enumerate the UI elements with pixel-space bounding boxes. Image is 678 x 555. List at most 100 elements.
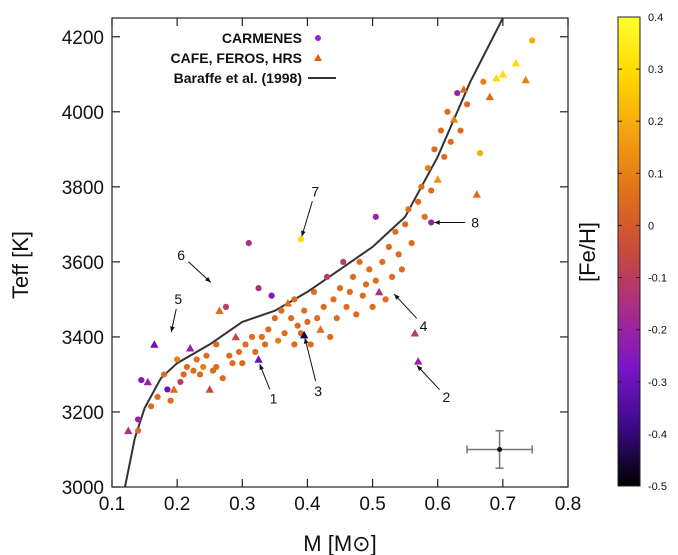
annotation-label-6: 6 (177, 247, 185, 263)
baraffe-model-line (124, 18, 504, 487)
colorbar-tick-label: -0.3 (648, 377, 667, 389)
annotation-arrowhead-2 (416, 365, 423, 372)
data-point-circle (245, 240, 252, 247)
data-point-circle (424, 164, 432, 172)
x-tick-label: 0.7 (490, 494, 516, 515)
data-point-circle (372, 277, 379, 284)
data-point-triangle (205, 385, 214, 393)
data-point-circle (147, 403, 155, 410)
data-point-circle (281, 330, 288, 337)
plot-background (112, 18, 568, 487)
data-point-circle (372, 213, 379, 220)
annotation-arrowhead-7 (301, 230, 306, 237)
data-point-circle (226, 352, 233, 359)
data-point-triangle (459, 85, 468, 93)
data-point-circle (408, 240, 415, 247)
annotation-label-2: 2 (442, 389, 450, 405)
data-point-circle (398, 266, 405, 273)
data-point-circle (454, 89, 461, 97)
data-point-circle (271, 315, 278, 322)
data-point-circle (297, 236, 305, 243)
data-point-triangle (231, 332, 240, 341)
data-point-circle (196, 371, 204, 378)
data-point-circle (307, 341, 314, 348)
colorbar-tick-label: 0.2 (648, 116, 663, 128)
data-point-circle (154, 393, 161, 401)
y-tick-label: 3200 (62, 403, 104, 424)
data-point-circle (291, 296, 298, 303)
data-point-circle (346, 288, 353, 295)
data-point-circle (294, 322, 301, 329)
data-point-circle (476, 149, 484, 157)
data-point-circle (239, 360, 246, 367)
data-point-circle (333, 315, 340, 322)
data-point-circle (323, 273, 331, 280)
data-point-circle (161, 371, 168, 378)
annotation-arrowhead-4 (394, 294, 400, 300)
data-point-circle (248, 333, 256, 341)
y-tick-label: 3400 (62, 328, 104, 349)
data-point-triangle (492, 73, 501, 82)
data-point-circle (265, 326, 272, 333)
data-point-circle (213, 363, 220, 371)
data-point-circle (310, 288, 318, 295)
data-point-circle (428, 187, 435, 194)
annotation-label-8: 8 (471, 214, 479, 230)
plot-area (112, 18, 568, 487)
data-point-circle (278, 307, 285, 314)
colorbar-tick-label: -0.1 (648, 273, 667, 285)
colorbar-tick-label: -0.5 (648, 481, 667, 493)
data-point-circle (222, 303, 230, 311)
legend-label-2: Baraffe et al. (1998) (174, 70, 302, 86)
data-point-circle (385, 243, 392, 250)
colorbar-tick-label: 0 (648, 220, 654, 232)
data-point-circle (252, 348, 259, 356)
colorbar: 0.4 0.3 0.2 0.1 0 -0.1 -0.2 -0.3 -0.4 -0.5 (617, 12, 667, 493)
data-point-circle (349, 273, 357, 280)
data-point-circle (242, 341, 249, 348)
annotation-label-4: 4 (420, 318, 428, 334)
data-point-circle (200, 363, 207, 371)
data-point-circle (235, 348, 243, 356)
y-tick-label: 3000 (62, 478, 104, 499)
annotation-label-5: 5 (174, 291, 182, 307)
data-point-circle (177, 378, 184, 386)
data-point-triangle (449, 115, 459, 123)
data-point-circle (480, 78, 487, 85)
x-tick-label: 0.6 (425, 494, 451, 515)
data-point-triangle (169, 385, 179, 393)
data-point-circle (193, 356, 200, 363)
data-point-triangle (254, 355, 263, 363)
data-point-circle (421, 213, 428, 220)
x-tick-label: 0.3 (229, 494, 255, 515)
data-point-circle (356, 258, 363, 265)
colorbar-tick-label: 0.4 (648, 12, 663, 24)
data-point-circle (379, 258, 386, 265)
data-point-circle (457, 127, 464, 134)
data-point-circle (441, 153, 448, 160)
data-point-circle (463, 101, 471, 108)
data-points (124, 37, 536, 435)
data-point-triangle (498, 70, 508, 78)
data-point-circle (301, 307, 308, 314)
data-point-circle (418, 183, 425, 190)
colorbar-title: [Fe/H] (575, 222, 600, 282)
colorbar-gradient (617, 16, 641, 487)
y-tick-label: 3600 (62, 253, 104, 274)
data-point-triangle (410, 328, 420, 337)
data-point-circle (340, 258, 347, 265)
legend-label-0: CARMENES (222, 30, 302, 46)
data-point-circle (304, 318, 311, 326)
data-point-triangle (299, 330, 309, 339)
data-point-circle (288, 315, 295, 322)
data-point-circle (134, 427, 142, 434)
data-point-circle (229, 360, 236, 367)
legend-marker-triangle (314, 54, 322, 61)
error-bar-center (497, 446, 503, 452)
annotation-label-3: 3 (314, 383, 322, 399)
data-point-circle (213, 341, 220, 348)
data-point-circle (275, 337, 282, 344)
data-point-circle (402, 221, 409, 228)
data-point-circle (327, 333, 334, 341)
